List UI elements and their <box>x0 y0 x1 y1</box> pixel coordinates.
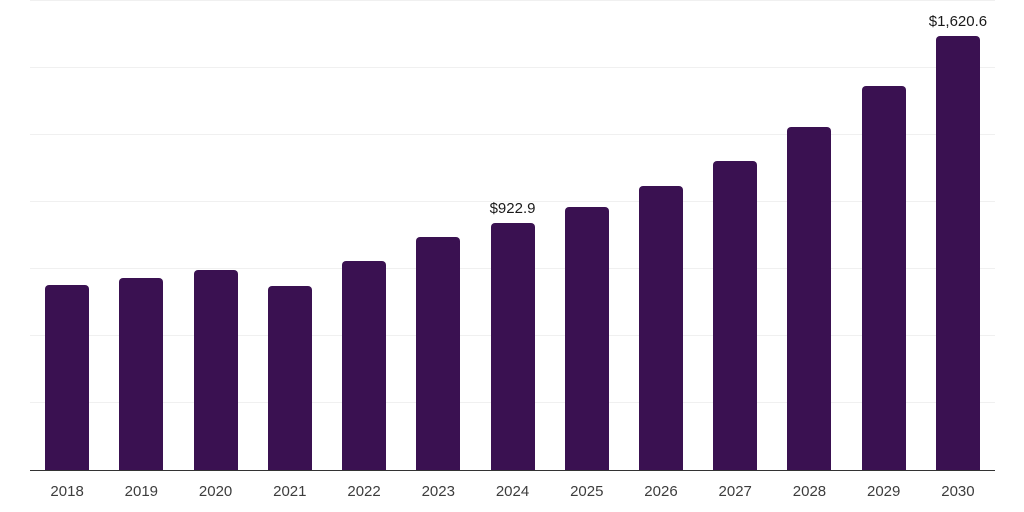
bar-2028 <box>787 127 832 470</box>
x-tick-label-2028: 2028 <box>792 483 827 500</box>
bar-slot-2025 <box>550 0 624 470</box>
bar-2025 <box>564 207 609 470</box>
bars-container: $922.9 $1,620.6 <box>30 0 995 470</box>
x-tick-label-2021: 2021 <box>273 483 307 500</box>
bar-2026 <box>638 186 683 470</box>
bar-slot-2024: $922.9 <box>475 0 549 470</box>
x-tick-label-2019: 2019 <box>124 483 159 500</box>
x-tick-label-2024: 2024 <box>495 483 530 500</box>
bar-2019 <box>119 278 164 470</box>
plot-area: $922.9 $1,620.6 <box>30 0 995 470</box>
gridline-1750 <box>30 0 995 1</box>
bar-slot-2026 <box>624 0 698 470</box>
x-tick-label-2029: 2029 <box>867 483 901 500</box>
bar-slot-2019 <box>104 0 178 470</box>
bar-slot-2030: $1,620.6 <box>921 0 995 470</box>
bar-slot-2022 <box>327 0 401 470</box>
x-tick-label-2026: 2026 <box>644 483 678 500</box>
x-tick-label-2022: 2022 <box>347 483 381 500</box>
x-tick-label-2030: 2030 <box>941 483 975 500</box>
x-tick-label-2027: 2027 <box>718 483 752 500</box>
bar-slot-2028 <box>772 0 846 470</box>
bar-2022 <box>342 261 387 470</box>
bar-2027 <box>713 161 758 470</box>
gridline-1250 <box>30 134 995 135</box>
x-tick-label-2025: 2025 <box>570 483 604 500</box>
bar-slot-2023 <box>401 0 475 470</box>
x-axis-labels: 2018 2019 2020 2021 2022 2023 2024 2025 2026 2027… <box>30 471 995 512</box>
bar-slot-2029 <box>847 0 921 470</box>
bar-2024 <box>490 223 535 470</box>
bar-slot-2018 <box>30 0 104 470</box>
bar-2030 <box>935 36 980 470</box>
bar-2023 <box>416 237 461 470</box>
x-tick-label-2020: 2020 <box>198 483 233 500</box>
gridline-1500 <box>30 67 995 68</box>
data-label-2024: $922.9 <box>489 200 536 217</box>
data-label-2030: $1,620.6 <box>928 13 988 30</box>
bar-2029 <box>861 86 906 470</box>
bar-slot-2020 <box>178 0 252 470</box>
bar-2021 <box>267 286 312 470</box>
bar-slot-2021 <box>253 0 327 470</box>
x-tick-label-2023: 2023 <box>421 483 455 500</box>
x-tick-label-2018: 2018 <box>50 483 84 500</box>
bar-slot-2027 <box>698 0 772 470</box>
bar-2018 <box>45 285 90 470</box>
bar-2020 <box>193 270 238 470</box>
gridline-1000 <box>30 201 995 202</box>
x-axis-line <box>30 470 995 471</box>
